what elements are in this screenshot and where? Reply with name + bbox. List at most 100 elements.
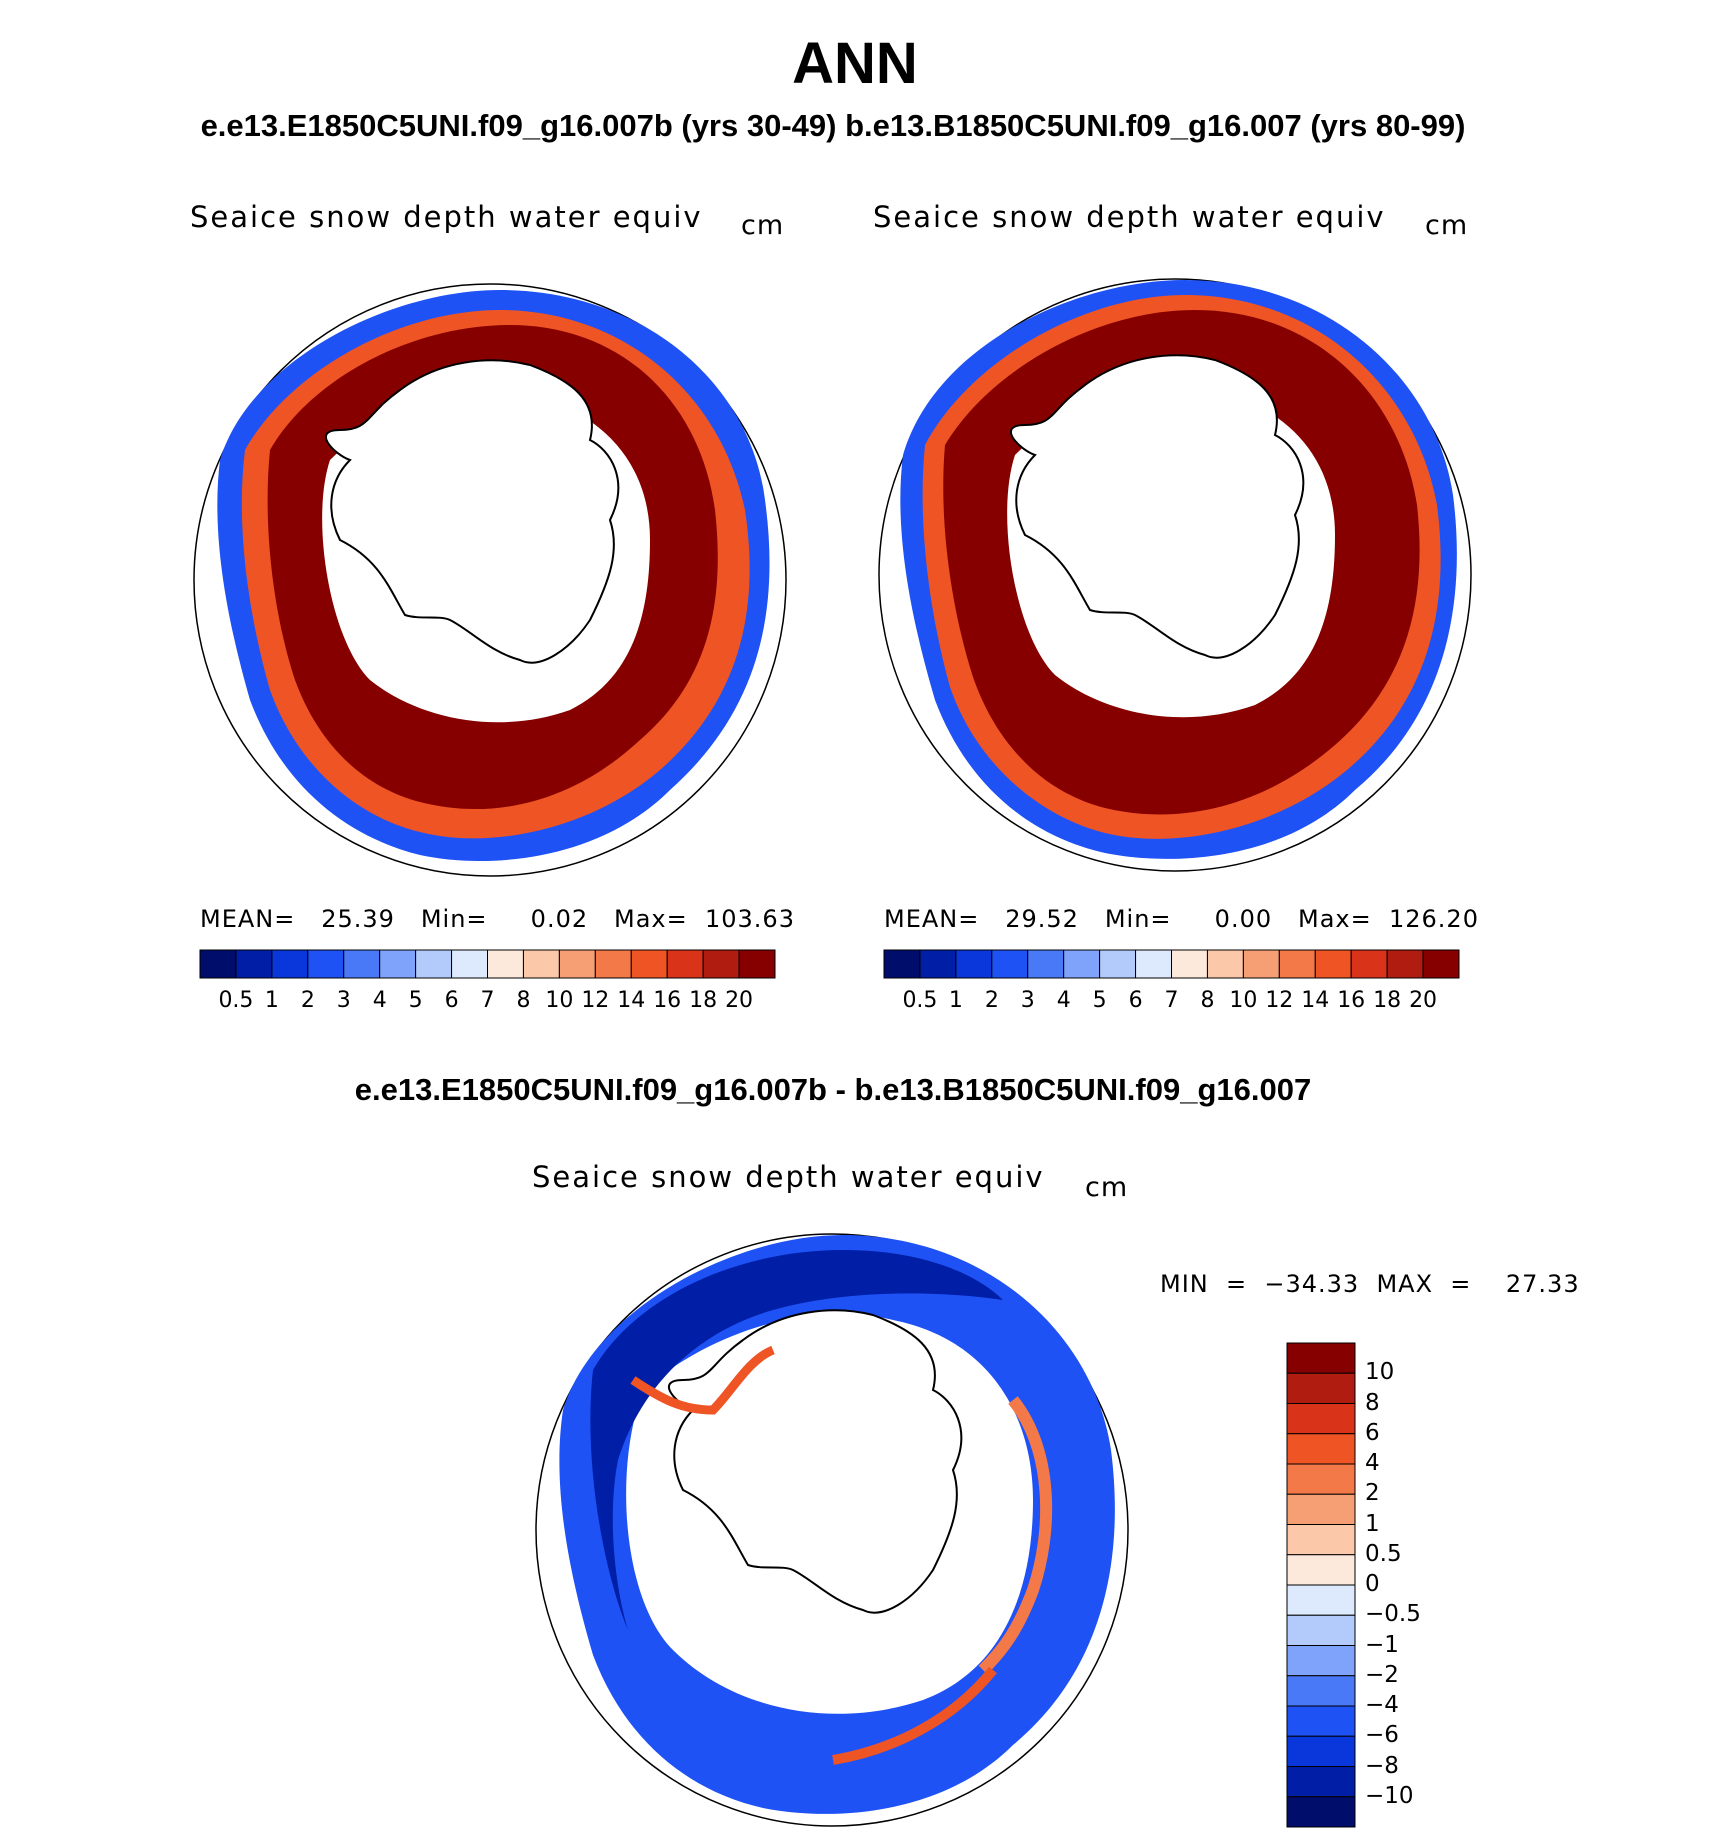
panel1-colorbar-tick-label: 16 (653, 988, 682, 1013)
panel2-colorbar-swatch (1206, 949, 1244, 979)
panel1-colorbar-swatch (415, 949, 453, 979)
panel2-colorbar-tick-label: 12 (1265, 988, 1294, 1013)
diff-colorbar-tick-label: −10 (1365, 1782, 1414, 1809)
diff-colorbar-swatch (1286, 1493, 1356, 1525)
panel2-colorbar-swatch (1099, 949, 1137, 979)
diff-colorbar-tick-label: −1 (1365, 1631, 1399, 1658)
panel1-colorbar-swatch (199, 949, 237, 979)
diff-colorbar-tick-label: −8 (1365, 1752, 1399, 1779)
panel2-colorbar-swatch (1063, 949, 1101, 979)
panel1-colorbar-swatch (235, 949, 273, 979)
panel1-colorbar-tick-label: 5 (408, 988, 423, 1013)
panel2-title: Seaice snow depth water equiv (873, 200, 1386, 234)
panel1-colorbar-swatch (702, 949, 740, 979)
panel1-colorbar-tick-label: 12 (581, 988, 610, 1013)
panel1-colorbar-swatch (379, 949, 417, 979)
difference-title: e.e13.E1850C5UNI.f09_g16.007b - b.e13.B1… (354, 1072, 1312, 1107)
diff-colorbar-swatch (1286, 1645, 1356, 1677)
diff-positive-coastal-band (630, 1345, 775, 1415)
panel1-colorbar-swatch (451, 949, 488, 979)
page-title: ANN (792, 31, 918, 96)
panel1-colorbar-tick-label: 10 (545, 988, 574, 1013)
diff-colorbar-tick-label: 1 (1365, 1510, 1380, 1537)
panel1-colorbar-swatch (666, 949, 704, 979)
panel2-colorbar-tick-label: 18 (1373, 988, 1402, 1013)
panel2-colorbar-tick-label: 2 (984, 988, 999, 1013)
panel1-colorbar-swatch (738, 949, 776, 979)
panel2-stats: MEAN= 29.52 Min= 0.00 Max= 126.20 (884, 905, 1479, 933)
panel2-colorbar-tick-label: 6 (1128, 988, 1143, 1013)
panel1-colorbar-tick-label: 4 (372, 988, 387, 1013)
diff-sea-ice-field (559, 1235, 1115, 1814)
diff-colorbar-swatch (1286, 1463, 1356, 1495)
diff-colorbar-tick-label: −6 (1365, 1722, 1399, 1749)
panel1-colorbar-swatch (307, 949, 345, 979)
panel1-colorbar-tick-label: 0.5 (218, 988, 254, 1013)
panel2-map (878, 278, 1472, 872)
diff-colorbar-tick-label: −2 (1365, 1661, 1399, 1688)
panel2-colorbar-swatch (1242, 949, 1280, 979)
panel1-colorbar-tick-label: 3 (336, 988, 351, 1013)
diff-colorbar-swatch (1286, 1796, 1356, 1828)
panel1-colorbar-swatch (343, 949, 381, 979)
panel1-colorbar-swatch (487, 949, 524, 979)
panel1-colorbar-swatch (522, 949, 560, 979)
diff-colorbar-swatch (1286, 1433, 1356, 1465)
panel1-colorbar-swatch (271, 949, 309, 979)
diff-colorbar-labels: 10 8 6 4 2 1 0.5 0 −0.5 −1 −2 −4 −6 −8 −10 (1365, 1343, 1485, 1829)
diff-panel-units: cm (1085, 1172, 1129, 1203)
diff-colorbar-tick-label: 8 (1365, 1389, 1380, 1416)
diff-colorbar-tick-label: 6 (1365, 1419, 1380, 1446)
panel2-colorbar-tick-label: 5 (1092, 988, 1107, 1013)
panel2-colorbar-tick-label: 3 (1020, 988, 1035, 1013)
diff-negative-dark-band (590, 1250, 1003, 1630)
diff-colorbar-tick-label: 4 (1365, 1450, 1380, 1476)
diff-panel-title: Seaice snow depth water equiv (532, 1160, 1045, 1194)
diff-colorbar-swatch (1286, 1403, 1356, 1435)
panel2-colorbar-tick-label: 14 (1301, 988, 1330, 1013)
diff-colorbar-swatch (1286, 1584, 1356, 1616)
panel2-colorbar-swatch (1135, 949, 1172, 979)
panel1-colorbar-tick-label: 8 (516, 988, 531, 1013)
panel1-colorbar-swatch (558, 949, 596, 979)
panel2-colorbar-swatch (955, 949, 993, 979)
panel2-colorbar-tick-label: 4 (1056, 988, 1071, 1013)
panel2-colorbar-swatch (1350, 949, 1388, 979)
panel2-colorbar-tick-label: 1 (948, 988, 963, 1013)
diff-colorbar-swatch (1286, 1735, 1356, 1767)
diff-colorbar-swatch (1286, 1524, 1356, 1556)
panel2-colorbar-tick-label: 8 (1200, 988, 1215, 1013)
panel2-antarctica-landmass (1010, 354, 1305, 659)
panel2-units: cm (1425, 210, 1469, 241)
panel2-colorbar (883, 949, 1460, 979)
panel1-colorbar-tick-label: 1 (264, 988, 279, 1013)
diff-colorbar-swatch (1286, 1372, 1356, 1404)
panel1-colorbar-swatch (630, 949, 668, 979)
diff-colorbar-swatch (1286, 1705, 1356, 1737)
panel2-colorbar-tick-label: 10 (1229, 988, 1258, 1013)
panel1-colorbar-labels: 0.5 1 2 3 4 5 6 7 8 10 12 14 16 18 20 (200, 988, 775, 1018)
panel2-colorbar-tick-label: 16 (1337, 988, 1366, 1013)
panel2-colorbar-swatch (991, 949, 1029, 979)
diff-map (535, 1233, 1129, 1827)
panel1-colorbar-tick-label: 2 (300, 988, 315, 1013)
panel1-colorbar (199, 949, 776, 979)
panel1-colorbar-tick-label: 7 (480, 988, 495, 1013)
diff-colorbar-swatch (1286, 1342, 1356, 1374)
diff-colorbar-tick-label: 10 (1365, 1359, 1395, 1386)
diff-colorbar-tick-label: 0 (1365, 1571, 1380, 1597)
diff-colorbar-tick-label: 2 (1365, 1480, 1380, 1507)
diff-panel-stats: MIN = −34.33 MAX = 27.33 (1160, 1270, 1580, 1298)
panel1-map (193, 283, 787, 877)
panel2-colorbar-swatch (1422, 949, 1460, 979)
panel1-colorbar-tick-label: 18 (689, 988, 718, 1013)
panel2-sea-ice-core (943, 310, 1420, 815)
panel2-colorbar-tick-label: 0.5 (902, 988, 938, 1013)
diff-colorbar-tick-label: −4 (1365, 1692, 1399, 1718)
panel1-colorbar-tick-label: 20 (725, 988, 754, 1013)
diff-colorbar-tick-label: −0.5 (1365, 1601, 1421, 1628)
panel1-colorbar-tick-label: 6 (444, 988, 459, 1013)
diff-colorbar-swatch (1286, 1614, 1356, 1646)
panel1-stats: MEAN= 25.39 Min= 0.02 Max= 103.63 (200, 905, 795, 933)
diff-colorbar-swatch (1286, 1675, 1356, 1707)
